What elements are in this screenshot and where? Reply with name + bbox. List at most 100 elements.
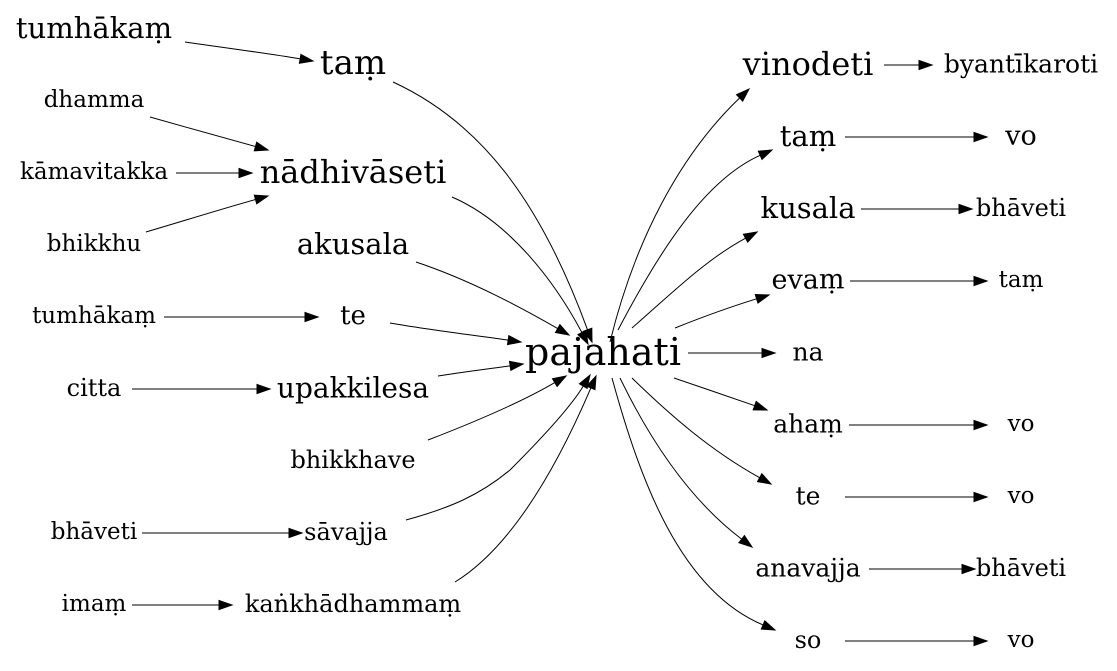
arrowhead (973, 635, 989, 647)
node-label: nādhivāseti (260, 153, 447, 191)
edge-evam-to-tam_leaf (850, 275, 989, 287)
node-kankhadhammam: kaṅkhādhammaṃ (245, 590, 462, 618)
node-nadhivaseti: nādhivāseti (260, 153, 447, 191)
edge-so-to-vo_4 (845, 635, 989, 647)
arrowhead (973, 275, 989, 287)
node-tumhakam-mid: tumhākaṃ (32, 303, 156, 329)
edge-line (619, 377, 742, 540)
node-label: kāmavitakka (20, 159, 168, 185)
node-label: kusala (761, 191, 856, 225)
node-te-out: te (796, 482, 821, 511)
edge-tumhakam_top-to-tam_in (184, 41, 315, 64)
edge-te_out-to-vo_3 (845, 491, 989, 503)
node-label: imaṃ (62, 591, 127, 617)
node-tam-in: taṃ (320, 43, 386, 83)
node-label: bhāveti (51, 519, 137, 545)
arrowhead (508, 360, 525, 372)
arrowhead (256, 383, 272, 395)
node-tumhakam-top: tumhākaṃ (16, 11, 172, 45)
edge-dhamma-to-nadhivaseti (149, 116, 270, 152)
node-vo-4: vo (1007, 627, 1035, 653)
edge-anavajja-to-bhaveti_2 (869, 563, 977, 575)
edge-line (145, 199, 256, 233)
node-vo-1: vo (1004, 121, 1037, 152)
arrowhead (973, 491, 989, 503)
node-te-in: te (340, 301, 366, 331)
arrowhead (752, 400, 769, 411)
edge-line (392, 81, 588, 330)
edge-line (405, 385, 584, 521)
arrowhead (253, 141, 270, 152)
edge-line (415, 261, 558, 329)
node-label: vo (1007, 483, 1035, 509)
edge-line (437, 365, 511, 377)
edge-bhaveti_left-to-savajja (142, 527, 304, 539)
node-citta: citta (67, 374, 122, 402)
edge-line (617, 154, 761, 331)
node-label: anavajja (755, 554, 860, 583)
node-na: na (792, 338, 823, 367)
node-label: pajahati (525, 330, 681, 374)
node-evam: evaṃ (772, 265, 845, 296)
node-bhikkhu: bhikkhu (47, 231, 141, 257)
edge-nadhivaseti-to-pajahati (451, 196, 589, 346)
node-label: vo (1007, 411, 1035, 437)
arrowhead (742, 231, 759, 243)
edge-tam_in-to-pajahati (392, 81, 593, 344)
arrowhead (757, 149, 774, 161)
edge-kankhadhammam-to-pajahati (454, 374, 597, 583)
node-label: taṃ (320, 43, 386, 83)
node-label: upakkilesa (277, 372, 429, 405)
arrowhead (238, 167, 254, 179)
arrowhead (761, 347, 777, 359)
edge-aham-to-vo_2 (848, 419, 989, 431)
edge-pajahati-to-tam_out (617, 149, 774, 331)
edge-pajahati-to-evam (674, 293, 771, 329)
node-label: sāvajja (304, 518, 388, 546)
edge-line (673, 377, 755, 407)
node-label: citta (67, 374, 122, 402)
edge-pajahati-to-kusala (631, 231, 759, 329)
edge-bhikkhu-to-nadhivaseti (145, 194, 270, 233)
node-label: tumhākaṃ (32, 303, 156, 329)
edge-line (451, 196, 583, 333)
node-label: vo (1007, 627, 1035, 653)
arrowhead (218, 599, 234, 611)
edge-upakkilesa-to-pajahati (437, 360, 525, 377)
node-vo-3: vo (1007, 483, 1035, 509)
node-imam: imaṃ (62, 591, 127, 617)
edge-line (611, 377, 764, 626)
arrowhead (298, 53, 315, 64)
node-label: bhikkhave (290, 446, 415, 474)
node-label: te (340, 301, 366, 331)
arrowhead (973, 131, 989, 143)
arrowhead (288, 527, 304, 539)
node-pajahati: pajahati (525, 330, 681, 374)
node-bhaveti-1: bhāveti (976, 194, 1067, 222)
node-label: byantīkaroti (944, 50, 1098, 79)
edge-tumhakam_mid-to-te_in (164, 311, 320, 323)
edge-citta-to-upakkilesa (132, 383, 272, 395)
edge-line (149, 116, 256, 147)
edge-line (427, 382, 556, 441)
arrowhead (738, 534, 754, 548)
edge-bhikkhave-to-pajahati (427, 375, 568, 441)
arrowhead (961, 563, 977, 575)
arrowhead (760, 619, 777, 631)
edge-pajahati-to-na (688, 347, 777, 359)
node-label: ahaṃ (773, 410, 843, 439)
edge-vinodeti-to-byantikaroti (884, 59, 934, 71)
node-tam-leaf: taṃ (999, 267, 1044, 293)
node-label: dhamma (44, 87, 145, 113)
edge-line (454, 387, 592, 583)
arrowhead (735, 87, 751, 103)
node-label: akusala (297, 227, 409, 261)
node-label: kaṅkhādhammaṃ (245, 590, 462, 618)
node-dhamma: dhamma (44, 87, 145, 113)
arrowhead (585, 374, 597, 391)
node-label: te (796, 482, 821, 511)
node-bhaveti-left: bhāveti (51, 519, 137, 545)
edge-imam-to-kankhadhammam (132, 599, 234, 611)
edge-kamavitakka-to-nadhivaseti (176, 167, 254, 179)
